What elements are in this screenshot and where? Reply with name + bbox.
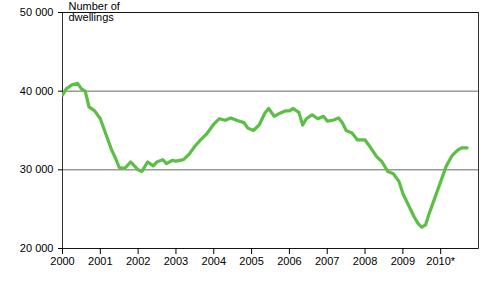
svg-text:2005: 2005 [239, 255, 263, 267]
svg-text:20 000: 20 000 [20, 242, 54, 254]
svg-text:2010*: 2010* [426, 255, 455, 267]
svg-text:40 000: 40 000 [20, 85, 54, 97]
svg-text:2004: 2004 [202, 255, 226, 267]
svg-text:30 000: 30 000 [20, 163, 54, 175]
svg-text:2006: 2006 [277, 255, 301, 267]
svg-text:2007: 2007 [315, 255, 339, 267]
svg-text:2000: 2000 [50, 255, 74, 267]
svg-text:2009: 2009 [391, 255, 415, 267]
svg-text:50 000: 50 000 [20, 6, 54, 18]
svg-text:2003: 2003 [164, 255, 188, 267]
svg-text:Number ofdwellings: Number ofdwellings [69, 0, 121, 23]
svg-text:2001: 2001 [88, 255, 112, 267]
svg-text:2002: 2002 [126, 255, 150, 267]
svg-text:2008: 2008 [353, 255, 377, 267]
